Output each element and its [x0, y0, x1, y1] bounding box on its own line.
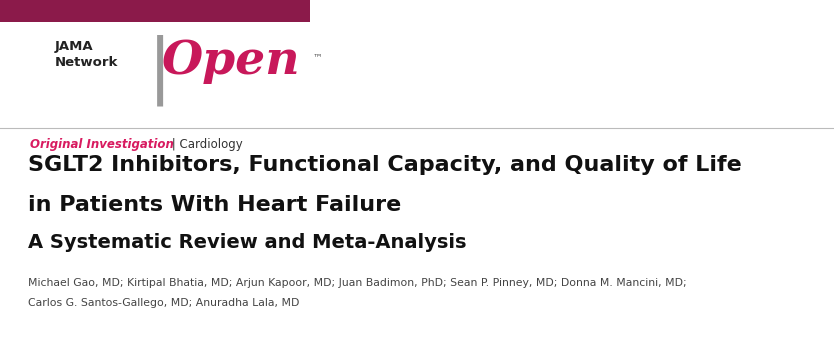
Bar [0, 0, 310, 22]
Text: ™: ™ [313, 52, 323, 62]
Text: Michael Gao, MD; Kirtipal Bhatia, MD; Arjun Kapoor, MD; Juan Badimon, PhD; Sean : Michael Gao, MD; Kirtipal Bhatia, MD; Ar… [28, 278, 686, 288]
Text: A Systematic Review and Meta-Analysis: A Systematic Review and Meta-Analysis [28, 233, 466, 252]
Text: Open: Open [162, 38, 300, 84]
Text: |: | [148, 34, 173, 105]
Text: Original Investigation: Original Investigation [30, 138, 173, 151]
Text: | Cardiology: | Cardiology [168, 138, 243, 151]
Text: JAMA
Network: JAMA Network [55, 40, 118, 69]
Text: Carlos G. Santos-Gallego, MD; Anuradha Lala, MD: Carlos G. Santos-Gallego, MD; Anuradha L… [28, 298, 299, 308]
Text: in Patients With Heart Failure: in Patients With Heart Failure [28, 195, 401, 215]
Text: SGLT2 Inhibitors, Functional Capacity, and Quality of Life: SGLT2 Inhibitors, Functional Capacity, a… [28, 155, 741, 175]
